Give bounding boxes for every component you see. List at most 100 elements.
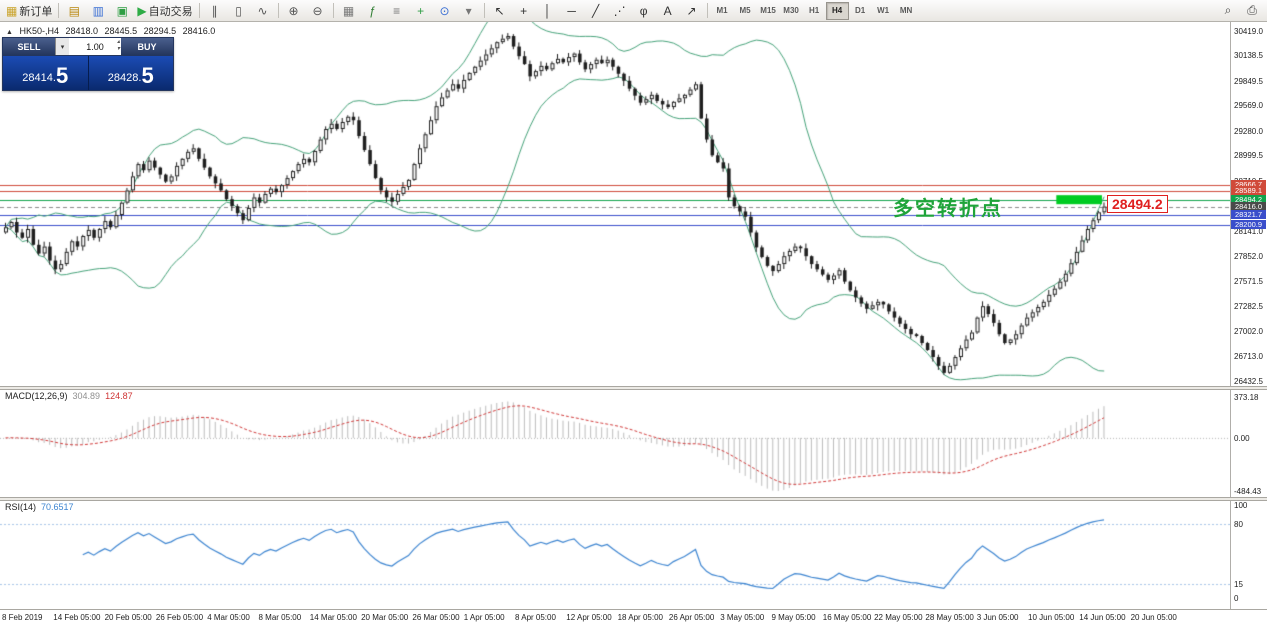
time-axis-label: 3 Jun 05:00	[976, 613, 1019, 622]
profiles-icon-icon: ▥	[92, 3, 105, 18]
timeframe-h1-button[interactable]: H1	[808, 6, 820, 15]
time-icon: ⊙	[439, 3, 450, 18]
timeframe-mn-button[interactable]: MN	[899, 6, 913, 15]
print-button[interactable]: ⎙	[1240, 1, 1264, 21]
rsi-indicator-canvas[interactable]	[0, 501, 1230, 609]
new-order-button[interactable]: ▦ 新订单	[3, 1, 55, 21]
arrows-tool-icon: ↗	[686, 3, 697, 18]
timeframe-h4-button[interactable]: H4	[825, 1, 849, 20]
buy-price-button[interactable]: 28428. 5	[87, 56, 173, 90]
new-order-button-label: 新订单	[19, 5, 53, 18]
chart-shift-icon: ▾	[465, 3, 472, 18]
main-chart-canvas[interactable]	[0, 22, 1230, 386]
bar-chart-icon-button[interactable]: ∥	[203, 1, 227, 21]
sell-price-button[interactable]: 28414. 5	[3, 56, 88, 90]
order-type-dropdown[interactable]: ▾	[55, 38, 69, 55]
price-line-tag: 28589.1	[1231, 186, 1266, 196]
rsi-axis-label: 0	[1234, 594, 1239, 603]
time-axis-label: 28 May 05:00	[925, 613, 974, 622]
rsi-axis-label: 80	[1234, 519, 1243, 529]
zoom-in-icon: ⊕	[288, 3, 299, 18]
macd-indicator-canvas[interactable]	[0, 390, 1230, 497]
period-separators-button[interactable]: ≡	[385, 1, 409, 21]
cursor-tool-button[interactable]: ↖	[488, 1, 512, 21]
volume-field[interactable]: 1.00 ▴ ▾	[69, 38, 121, 55]
zoom-out-button[interactable]: ⊖	[306, 1, 330, 21]
time-axis-label: 12 Apr 05:00	[566, 613, 612, 622]
toolbar-separator	[58, 3, 60, 18]
new-order-icon: ▦	[6, 3, 18, 18]
timeframe-m30-button[interactable]: M30	[783, 6, 799, 15]
time-axis-label: 1 Apr 05:00	[463, 613, 505, 622]
toolbar-separator	[277, 3, 279, 18]
price-axis-label: 27002.0	[1234, 326, 1263, 336]
pane-separator[interactable]	[0, 497, 1267, 501]
price-axis-label: 29569.0	[1234, 101, 1263, 111]
time-axis-label: 20 Jun 05:00	[1130, 613, 1177, 622]
timeframe-m15-button[interactable]: M15	[760, 6, 776, 15]
arrows-tool-button[interactable]: ↗	[680, 1, 704, 21]
timeframe-m1-button[interactable]: M1	[716, 6, 728, 15]
charts-grid-icon-button[interactable]: ▤	[62, 1, 86, 21]
zoom-in-button[interactable]: ⊕	[282, 1, 306, 21]
time-axis-label: 18 Apr 05:00	[617, 613, 663, 622]
volume-decrease-button[interactable]: ▾	[116, 46, 120, 52]
profiles-icon-button[interactable]: ▥	[86, 1, 110, 21]
chart-shift-button[interactable]: ▾	[457, 1, 481, 21]
line-chart-icon-icon: ∿	[257, 3, 268, 18]
auto-trading-button[interactable]: ▶ 自动交易	[134, 1, 195, 21]
symbol-marker-icon: ▲	[6, 29, 13, 36]
text-tool-button[interactable]: A	[656, 1, 680, 21]
buy-button[interactable]: BUY	[121, 38, 173, 55]
price-axis-border	[1230, 22, 1231, 609]
volume-increase-button[interactable]: ▴	[116, 39, 120, 45]
time-button[interactable]: ⊙	[433, 1, 457, 21]
crosshair-tool-button[interactable]: +	[512, 1, 536, 21]
vertical-line-tool-button[interactable]: │	[536, 1, 560, 21]
toolbar-separator	[483, 3, 485, 18]
indicators-icon: ƒ	[369, 3, 376, 18]
time-axis[interactable]: 8 Feb 2019 14 Feb 05:00 20 Feb 05:00 26 Feb…	[0, 609, 1267, 625]
add-indicator-button[interactable]: +	[409, 1, 433, 21]
timeframe-m5-button[interactable]: M5	[739, 6, 751, 15]
market-watch-icon-button[interactable]: ▣	[110, 1, 134, 21]
timeframe-w1-button[interactable]: W1	[877, 6, 890, 15]
annotation-price-label: 28494.2	[1107, 195, 1168, 213]
price-line-tag: 28666.7	[1231, 179, 1266, 189]
horizontal-line-tool-button[interactable]: ─	[560, 1, 584, 21]
channel-tool-button[interactable]: ⋰	[608, 1, 632, 21]
sell-button[interactable]: SELL	[3, 38, 55, 55]
timeframe-d1-button[interactable]: D1	[854, 6, 866, 15]
search-button[interactable]: ⌕	[1216, 1, 1240, 21]
ohlc-low: 28294.5	[143, 26, 177, 36]
zoom-out-icon: ⊖	[312, 3, 323, 18]
ohlc-high: 28445.5	[104, 26, 138, 36]
buy-price-small: 28428.	[107, 72, 142, 84]
tile-windows-button[interactable]: ▦	[337, 1, 361, 21]
sell-price-big: 5	[55, 63, 69, 88]
auto-trading-icon: ▶	[137, 3, 147, 18]
fibonacci-tool-button[interactable]: φ	[632, 1, 656, 21]
rsi-value: 70.6517	[41, 502, 74, 512]
pane-separator[interactable]	[0, 386, 1267, 390]
rsi-axis-label: 100	[1234, 501, 1248, 510]
one-click-trading-panel: SELL ▾ 1.00 ▴ ▾ BUY 28414. 5 28428. 5	[2, 37, 174, 91]
time-axis-label: 8 Feb 2019	[2, 613, 43, 622]
annotation-text: 多空转折点	[893, 198, 1003, 220]
price-axis-label: 26432.5	[1234, 376, 1263, 386]
indicators-button[interactable]: ƒ	[361, 1, 385, 21]
line-chart-icon-button[interactable]: ∿	[251, 1, 275, 21]
candlestick-chart-icon-button[interactable]: ▯	[227, 1, 251, 21]
search-icon: ⌕	[1224, 3, 1232, 17]
candlestick-chart-icon-icon: ▯	[235, 3, 242, 18]
chart-ohlc-header: ▲ HK50-,H4 28418.0 28445.5 28294.5 28416…	[6, 26, 219, 36]
price-axis-label: 26713.0	[1234, 351, 1263, 361]
symbol-label: HK50-,H4	[19, 26, 59, 36]
main-toolbar: ▦ 新订单 ▤ ▥ ▣ ▶ 自动交易 ∥ ▯ ∿ ⊕ ⊖ ▦ ƒ ≡ + ⊙ ▾ ↖ + │ ─ ╱ ⋰ φ A ↗ M1 M5 M15 M…	[0, 0, 1267, 22]
charts-grid-icon-icon: ▤	[68, 3, 81, 18]
time-axis-label: 20 Feb 05:00	[104, 613, 152, 622]
price-line-tag: 28416.0	[1231, 201, 1266, 211]
trendline-tool-button[interactable]: ╱	[584, 1, 608, 21]
macd-signal-value: 124.87	[105, 391, 133, 401]
